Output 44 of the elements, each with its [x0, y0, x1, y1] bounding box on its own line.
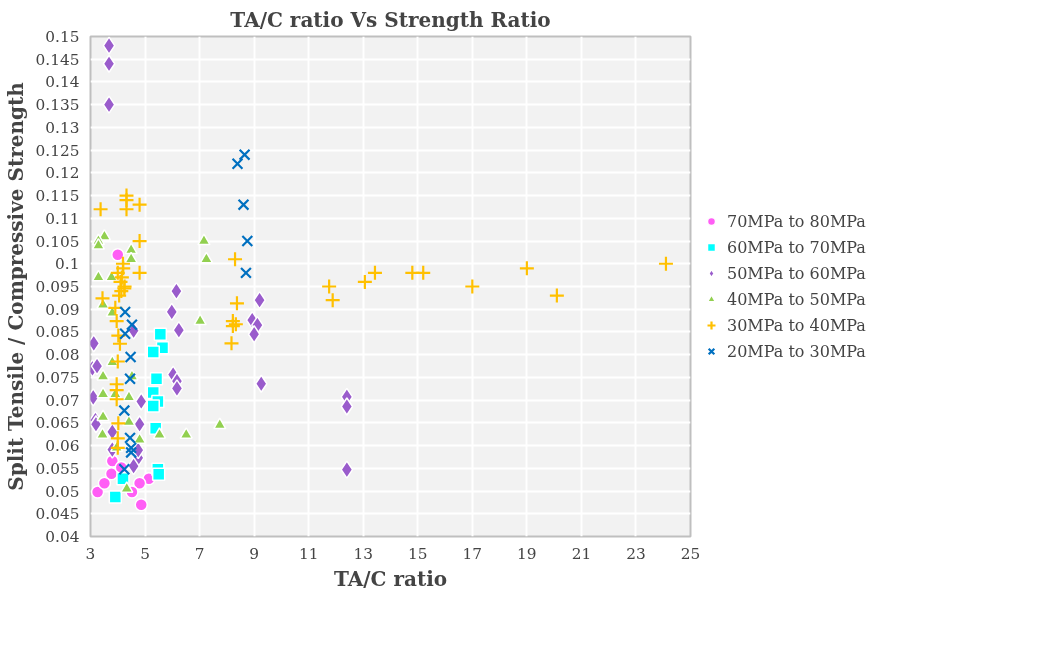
y-tick-label: 0.125: [35, 141, 80, 160]
y-tick-label: 0.04: [45, 528, 80, 546]
x-tick-label: 3: [85, 544, 96, 563]
legend-label: 30MPa to 40MPa: [727, 315, 866, 335]
y-tick-label: 0.135: [35, 96, 80, 115]
x-tick-label: 21: [571, 544, 592, 563]
x-tick-label: 15: [408, 544, 428, 563]
y-tick-label: 0.09: [45, 300, 80, 319]
x-tick-label: 13: [353, 544, 373, 563]
y-tick-label: 0.05: [45, 482, 80, 501]
x-tick-label: 11: [298, 544, 319, 563]
y-tick-label: 0.065: [35, 414, 80, 433]
legend-label: 70MPa to 80MPa: [727, 211, 866, 231]
y-tick-label: 0.1: [55, 255, 80, 274]
x-tick-label: 7: [194, 544, 205, 563]
y-tick-label: 0.105: [35, 232, 80, 251]
y-tick-label: 0.08: [45, 346, 80, 365]
y-tick-label: 0.145: [35, 50, 80, 69]
y-tick-label: 0.085: [35, 323, 80, 342]
y-tick-label: 0.045: [35, 505, 80, 524]
y-tick-label: 0.115: [35, 187, 80, 206]
x-tick-label: 19: [517, 544, 537, 563]
x-tick-label: 23: [626, 544, 646, 563]
x-tick-label: 17: [462, 544, 483, 563]
y-tick-label: 0.075: [35, 368, 80, 387]
y-tick-label: 0.12: [45, 164, 80, 183]
y-tick-label: 0.15: [45, 28, 80, 46]
y-tick-label: 0.11: [45, 209, 80, 228]
y-tick-label: 0.14: [45, 73, 80, 92]
y-tick-label: 0.055: [35, 459, 80, 478]
chart-title: TA/C ratio Vs Strength Ratio: [230, 7, 551, 32]
y-tick-label: 0.06: [45, 437, 80, 456]
legend-label: 40MPa to 50MPa: [727, 289, 866, 309]
y-tick-label: 0.07: [45, 391, 80, 410]
x-tick-label: 25: [680, 544, 701, 563]
legend-label: 60MPa to 70MPa: [727, 237, 866, 257]
y-tick-label: 0.095: [35, 278, 80, 296]
x-tick-label: 5: [140, 544, 150, 563]
legend-label: 50MPa to 60MPa: [727, 263, 866, 283]
legend-label: 20MPa to 30MPa: [727, 341, 866, 361]
y-tick-label: 0.13: [45, 118, 80, 137]
y-axis-title: Split Tensile / Compressive Strength: [3, 81, 28, 491]
x-tick-label: 9: [249, 544, 260, 563]
x-axis-title: TA/C ratio: [333, 566, 448, 591]
